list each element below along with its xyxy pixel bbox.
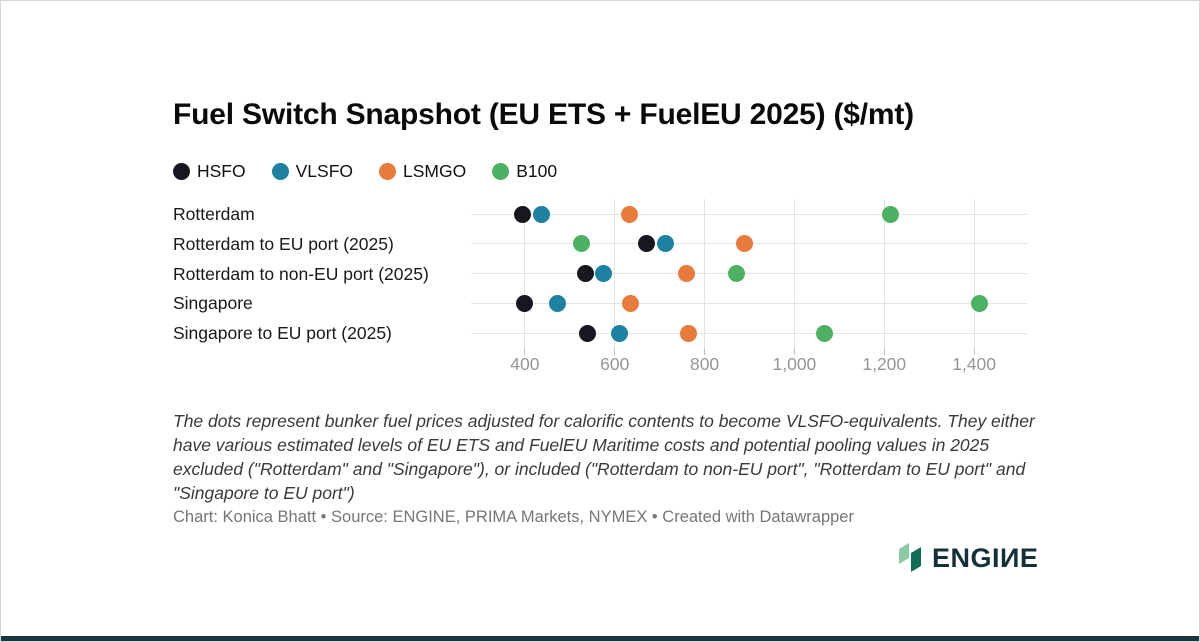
data-dot-hsfo [516, 294, 534, 312]
axis-tick-mark [704, 349, 706, 355]
grid-rowline [471, 273, 1028, 274]
axis-tick-label: 1,400 [952, 354, 996, 374]
grid-vline [524, 199, 526, 349]
legend-dot-icon [271, 162, 289, 180]
row-label: Rotterdam to non-EU port (2025) [173, 263, 429, 284]
engine-logo-icon [899, 543, 921, 572]
row-label: Singapore [173, 293, 253, 314]
axis-tick-label: 600 [600, 354, 630, 374]
grid-rowline [471, 213, 1028, 215]
legend-label: B100 [516, 160, 558, 181]
legend-label: VLSFO [295, 160, 354, 181]
data-dot-b100 [882, 205, 900, 223]
chart-credit-line: Chart: Konica Bhatt • Source: ENGINE, PR… [173, 508, 854, 526]
grid-rowline [471, 302, 1028, 304]
axis-tick-label: 400 [510, 354, 540, 374]
axis-tick-mark [793, 349, 795, 355]
chart-legend: HSFO VLSFO LSMGO B100 [173, 159, 557, 183]
data-dot-b100 [970, 294, 988, 312]
axis-tick-label: 1,200 [862, 354, 907, 374]
plot-area [471, 199, 1028, 355]
data-dot-b100 [815, 324, 833, 342]
category-labels: Rotterdam Rotterdam to EU port (2025) Rott… [173, 199, 473, 349]
axis-tick-mark [973, 349, 975, 355]
chart-footnote: The dots represent bunker fuel prices ad… [173, 411, 1035, 504]
data-dot-hsfo [637, 235, 655, 253]
data-dot-lsmgo [621, 294, 639, 312]
data-dot-hsfo [577, 265, 595, 282]
data-dot-hsfo [579, 324, 597, 342]
grid-vline [793, 199, 795, 349]
row-label: Singapore to EU port (2025) [173, 323, 392, 343]
axis-tick-label: 800 [689, 354, 720, 374]
axis-tick-mark [524, 349, 526, 355]
row-label: Rotterdam [173, 204, 255, 224]
legend-dot-icon [379, 162, 397, 180]
legend-item-b100: B100 [492, 161, 557, 182]
data-dot-b100 [727, 265, 745, 282]
legend-item-hsfo: HSFO [173, 161, 246, 182]
engine-logo-text: ENGIИE [932, 542, 1039, 573]
data-dot-vlsfo [548, 294, 566, 312]
legend-label: HSFO [197, 160, 246, 181]
engine-logo: ENGIИE [896, 539, 1038, 577]
data-dot-vlsfo [611, 324, 629, 342]
data-dot-vlsfo [657, 235, 674, 253]
data-dot-vlsfo [595, 265, 612, 282]
legend-item-lsmgo: LSMGO [379, 161, 466, 182]
legend-label: LSMGO [403, 160, 467, 181]
grid-vline [614, 199, 616, 349]
grid-rowline [471, 332, 1028, 334]
data-dot-vlsfo [533, 205, 551, 223]
axis-tick-mark [883, 349, 885, 355]
data-dot-lsmgo [621, 205, 639, 223]
legend-dot-icon [492, 162, 510, 180]
legend-item-vlsfo: VLSFO [271, 160, 354, 182]
data-dot-hsfo [514, 205, 532, 223]
chart-title: Fuel Switch Snapshot (EU ETS + FuelEU 20… [173, 98, 914, 131]
x-axis: 400 600 800 1,000 1,200 1,400 [471, 354, 1028, 376]
data-dot-lsmgo [678, 265, 696, 282]
legend-dot-icon [173, 162, 190, 180]
data-dot-lsmgo [736, 235, 754, 253]
bottom-accent-bar [1, 636, 1199, 641]
row-label: Rotterdam to EU port (2025) [173, 233, 394, 254]
grid-vline [973, 199, 975, 349]
axis-tick-mark [614, 349, 616, 355]
data-dot-b100 [572, 235, 590, 253]
axis-tick-label: 1,000 [772, 354, 817, 374]
grid-vline [704, 199, 706, 349]
data-dot-lsmgo [679, 324, 697, 342]
grid-vline [883, 199, 885, 349]
